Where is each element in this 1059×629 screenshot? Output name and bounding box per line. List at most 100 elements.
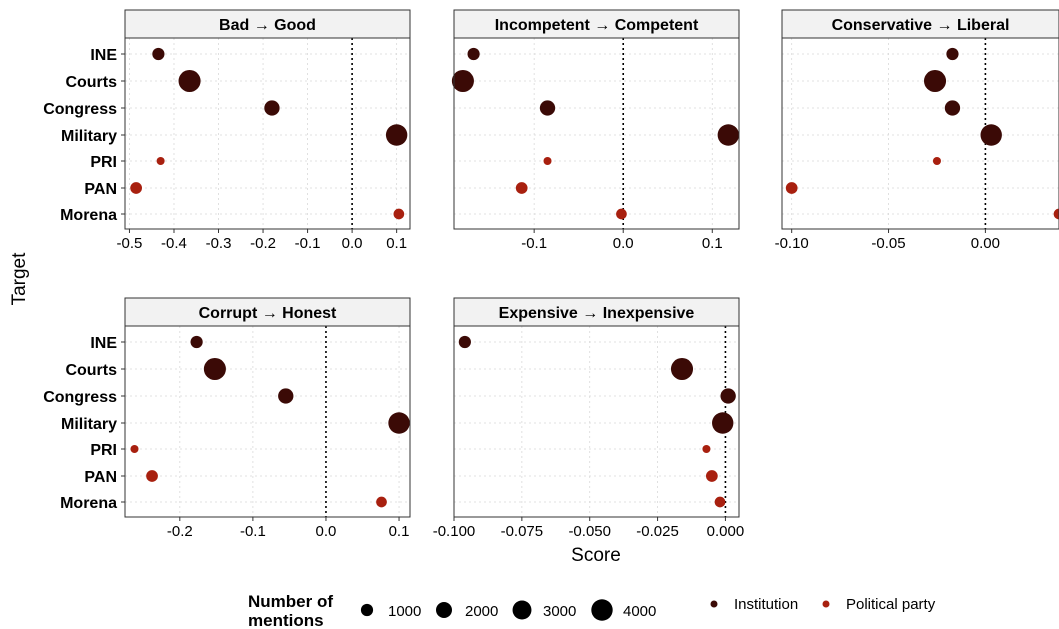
data-point-congress	[944, 100, 961, 116]
x-tick-label: -0.2	[250, 235, 276, 252]
facet-title: Incompetent → Competent	[495, 17, 699, 34]
x-tick-label: 0.0	[613, 235, 634, 252]
x-tick-label: -0.05	[871, 235, 905, 252]
facet-panel-2: Conservative → Liberal -0.10 -0.05 0.00	[775, 9, 1059, 252]
panel-border	[453, 37, 740, 230]
color-legend-key	[710, 600, 718, 608]
x-tick-label: 0.1	[702, 235, 723, 252]
color-legend: Institution Political party	[710, 596, 936, 613]
size-legend-key	[435, 601, 453, 619]
data-point-military	[980, 124, 1002, 146]
y-tick-label: Military	[61, 416, 117, 433]
data-point-ine	[467, 47, 480, 61]
facet-title: Corrupt → Honest	[199, 305, 337, 322]
x-tick-label: -0.025	[636, 523, 679, 540]
data-point-congress	[539, 100, 556, 116]
y-tick-label: INE	[90, 335, 117, 352]
data-point-courts	[178, 69, 201, 93]
y-tick-label: PAN	[84, 181, 117, 198]
x-tick-label: 0.1	[386, 235, 407, 252]
x-tick-label: 0.0	[342, 235, 363, 252]
x-tick-label: -0.5	[117, 235, 143, 252]
data-point-ine	[946, 47, 959, 61]
x-tick-label: -0.3	[206, 235, 232, 252]
data-point-courts	[923, 69, 947, 93]
x-tick-label: -0.10	[775, 235, 809, 252]
facet-title: Bad → Good	[219, 17, 316, 34]
color-legend-label: Institution	[734, 596, 798, 613]
x-axis-title: Score	[571, 545, 621, 566]
facet-panel-3: Corrupt → Honest -0.2 -0.1 0.0 0.1 INE Courts C…	[43, 297, 411, 540]
panel-border	[124, 325, 411, 518]
size-legend-key	[591, 599, 613, 621]
data-point-congress	[278, 388, 294, 404]
data-point-military	[385, 124, 408, 146]
x-tick-label: 0.1	[389, 523, 410, 540]
y-tick-label: Morena	[60, 207, 117, 224]
data-point-pan	[146, 470, 158, 482]
panel-border	[781, 37, 1059, 230]
y-tick-label: Congress	[43, 101, 117, 118]
x-tick-label: -0.050	[568, 523, 611, 540]
data-point-ine	[152, 47, 165, 61]
data-point-morena	[1053, 208, 1059, 220]
facet-panel-1: Incompetent → Competent -0.1 0.0 0.1	[451, 9, 740, 252]
x-tick-label: -0.100	[433, 523, 476, 540]
data-point-pri	[543, 156, 552, 166]
x-tick-label: -0.4	[161, 235, 187, 252]
data-point-military	[712, 412, 734, 434]
data-point-military	[388, 412, 410, 434]
data-point-ine	[190, 335, 203, 349]
facet-panel-4: Expensive → Inexpensive -0.100 -0.075 -0.05…	[433, 297, 745, 540]
data-point-military	[717, 124, 740, 146]
y-axis-title: Target	[9, 252, 30, 306]
color-legend-key	[822, 600, 830, 608]
x-tick-label: -0.1	[295, 235, 321, 252]
data-point-pan	[515, 182, 528, 194]
facet-strip	[453, 9, 740, 39]
size-legend-label: 4000	[623, 603, 656, 620]
y-tick-label: Congress	[43, 389, 117, 406]
size-legend-key	[360, 603, 374, 617]
size-legend-title: mentions	[248, 611, 324, 629]
facet-title: Conservative → Liberal	[832, 17, 1010, 34]
panel-border	[453, 325, 740, 518]
y-tick-label: PAN	[84, 469, 117, 486]
data-point-congress	[720, 388, 736, 404]
facet-panel-0: Bad → Good -0.5 -0.4 -0.3 -0.2 -0.1 0.0 0.1 INE C…	[43, 9, 411, 252]
color-legend-label: Political party	[846, 596, 936, 613]
data-point-courts	[670, 357, 694, 381]
data-point-morena	[616, 208, 627, 220]
y-tick-label: Morena	[60, 495, 117, 512]
data-point-pri	[130, 444, 139, 454]
size-legend-label: 3000	[543, 603, 576, 620]
data-point-pri	[156, 156, 165, 166]
size-legend-title: Number of	[248, 592, 333, 611]
data-point-ine	[458, 335, 471, 349]
x-tick-label: -0.2	[167, 523, 193, 540]
x-tick-label: 0.0	[316, 523, 337, 540]
data-point-pri	[932, 156, 941, 166]
data-point-morena	[714, 496, 726, 508]
size-legend-label: 2000	[465, 603, 498, 620]
data-point-pan	[785, 182, 798, 194]
y-tick-label: Military	[61, 128, 117, 145]
data-point-congress	[264, 100, 280, 116]
facet-strip	[124, 9, 411, 39]
size-legend-key	[512, 600, 532, 620]
facet-title: Expensive → Inexpensive	[499, 305, 695, 322]
data-point-morena	[393, 208, 405, 220]
size-legend-label: 1000	[388, 603, 421, 620]
y-tick-label: PRI	[90, 442, 117, 459]
data-point-morena	[376, 496, 387, 508]
x-tick-label: 0.000	[707, 523, 745, 540]
x-tick-label: -0.075	[501, 523, 544, 540]
facet-strip	[781, 9, 1059, 39]
y-tick-label: Courts	[65, 74, 117, 91]
x-tick-label: -0.1	[521, 235, 547, 252]
data-point-courts	[203, 357, 226, 381]
data-point-pan	[130, 182, 142, 194]
